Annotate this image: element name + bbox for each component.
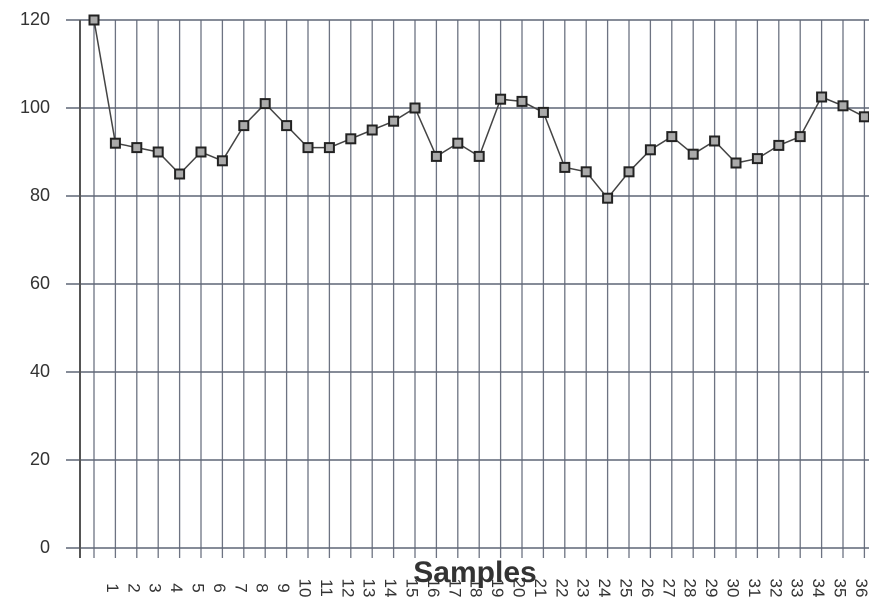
- x-tick-label: 20: [510, 579, 529, 598]
- x-tick-label: 28: [681, 579, 700, 598]
- data-point: [559, 161, 571, 173]
- x-tick-label: 33: [788, 579, 807, 598]
- x-tick-label: 18: [467, 579, 486, 598]
- data-point: [580, 166, 592, 178]
- data-point: [816, 91, 828, 103]
- data-point: [837, 100, 849, 112]
- data-point: [730, 157, 742, 169]
- x-tick-label: 9: [274, 583, 293, 592]
- x-axis-title: Samples: [413, 556, 536, 589]
- x-tick-label: 10: [296, 579, 315, 598]
- x-tick-label: 2: [124, 583, 143, 592]
- y-tick-label: 40: [30, 361, 50, 381]
- x-tick-label: 23: [574, 579, 593, 598]
- x-tick-label: 16: [424, 579, 443, 598]
- data-point: [174, 168, 186, 180]
- data-point: [452, 137, 464, 149]
- y-tick-label: 60: [30, 273, 50, 293]
- x-tick-label: 22: [552, 579, 571, 598]
- data-point: [709, 135, 721, 147]
- x-tick-label: 29: [702, 579, 721, 598]
- x-tick-label: 25: [617, 579, 636, 598]
- y-tick-label: 120: [20, 9, 50, 29]
- x-tick-label: 30: [724, 579, 743, 598]
- x-tick-label: 31: [745, 579, 764, 598]
- x-tick-label: 8: [253, 583, 272, 592]
- data-point: [794, 131, 806, 143]
- x-tick-label: 32: [766, 579, 785, 598]
- x-tick-label: 35: [831, 579, 850, 598]
- x-tick-label: 36: [852, 579, 869, 598]
- x-tick-label: 6: [210, 583, 229, 592]
- data-point: [238, 120, 250, 132]
- data-point: [109, 137, 121, 149]
- x-tick-label: 7: [231, 583, 250, 592]
- data-point: [409, 102, 421, 114]
- data-point: [323, 142, 335, 154]
- data-point: [623, 166, 635, 178]
- data-point: [495, 93, 507, 105]
- y-tick-label: 100: [20, 97, 50, 117]
- data-point: [345, 133, 357, 145]
- data-point: [666, 131, 678, 143]
- y-tick-label: 0: [40, 537, 50, 557]
- x-tick-label: 34: [809, 579, 828, 598]
- data-point: [281, 120, 293, 132]
- x-tick-label: 15: [403, 579, 422, 598]
- x-tick-label: 19: [488, 579, 507, 598]
- data-point: [152, 146, 164, 158]
- data-point: [687, 148, 699, 160]
- data-point: [302, 142, 314, 154]
- data-point: [430, 150, 442, 162]
- data-point: [131, 142, 143, 154]
- data-point: [216, 155, 228, 167]
- data-point: [388, 115, 400, 127]
- x-tick-label: 3: [146, 583, 165, 592]
- data-point: [537, 106, 549, 118]
- data-point: [751, 153, 763, 165]
- data-point: [259, 98, 271, 110]
- x-tick-label: 11: [317, 579, 336, 597]
- x-tick-label: 13: [360, 579, 379, 598]
- y-tick-label: 80: [30, 185, 50, 205]
- data-point: [602, 192, 614, 204]
- data-point: [473, 150, 485, 162]
- x-tick-label: 24: [595, 579, 614, 598]
- x-tick-label: 27: [659, 579, 678, 598]
- x-tick-label: 21: [531, 579, 550, 598]
- x-tick-label: 5: [189, 583, 208, 592]
- data-point: [195, 146, 207, 158]
- y-tick-label: 20: [30, 449, 50, 469]
- data-point: [88, 14, 100, 26]
- data-point: [516, 95, 528, 107]
- x-tick-label: 14: [381, 579, 400, 598]
- data-point: [366, 124, 378, 136]
- x-tick-label: 17: [445, 579, 464, 598]
- data-point: [858, 111, 869, 123]
- x-tick-label: 12: [338, 579, 357, 598]
- data-point: [773, 139, 785, 151]
- data-point: [644, 144, 656, 156]
- x-tick-label: 26: [638, 579, 657, 598]
- x-tick-label: 1: [103, 583, 122, 592]
- x-tick-label: 4: [167, 583, 186, 592]
